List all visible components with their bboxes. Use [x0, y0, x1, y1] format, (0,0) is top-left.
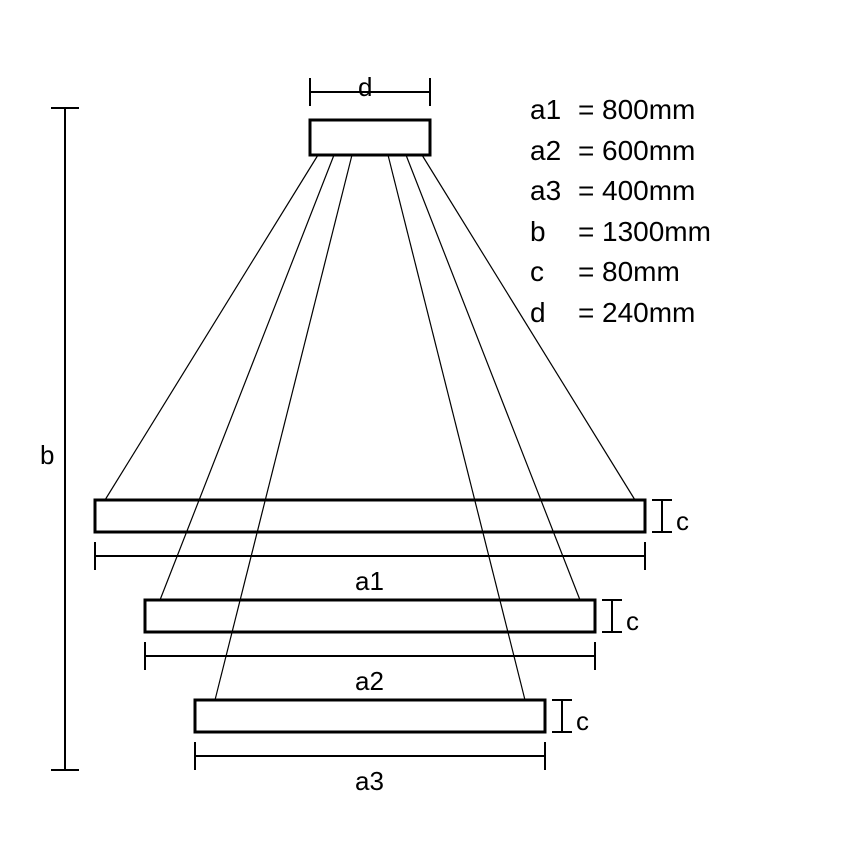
- label-a1: a1: [355, 566, 384, 597]
- legend-eq: =: [578, 90, 602, 131]
- diagram-svg: [0, 0, 868, 868]
- legend-row-d: d = 240mm: [530, 293, 711, 334]
- label-c-tier2: c: [626, 606, 639, 637]
- legend-row-a2: a2 = 600mm: [530, 131, 711, 172]
- legend-value: 600mm: [602, 131, 695, 172]
- diagram-canvas: a1 = 800mm a2 = 600mm a3 = 400mm b = 130…: [0, 0, 868, 868]
- legend-row-a1: a1 = 800mm: [530, 90, 711, 131]
- legend-eq: =: [578, 293, 602, 334]
- legend-key: a2: [530, 131, 578, 172]
- legend-value: 240mm: [602, 293, 695, 334]
- legend-key: a1: [530, 90, 578, 131]
- label-a2: a2: [355, 666, 384, 697]
- label-d: d: [358, 72, 372, 103]
- legend-row-c: c = 80mm: [530, 252, 711, 293]
- legend-key: d: [530, 293, 578, 334]
- legend-value: 800mm: [602, 90, 695, 131]
- legend-eq: =: [578, 131, 602, 172]
- label-b: b: [40, 440, 54, 471]
- legend-value: 80mm: [602, 252, 680, 293]
- label-c-tier1: c: [676, 506, 689, 537]
- legend-key: a3: [530, 171, 578, 212]
- legend-row-b: b = 1300mm: [530, 212, 711, 253]
- legend-key: c: [530, 252, 578, 293]
- label-c-tier3: c: [576, 706, 589, 737]
- legend-row-a3: a3 = 400mm: [530, 171, 711, 212]
- legend-key: b: [530, 212, 578, 253]
- legend-value: 400mm: [602, 171, 695, 212]
- legend-eq: =: [578, 212, 602, 253]
- legend-eq: =: [578, 252, 602, 293]
- legend-eq: =: [578, 171, 602, 212]
- dimension-legend: a1 = 800mm a2 = 600mm a3 = 400mm b = 130…: [530, 90, 711, 334]
- legend-value: 1300mm: [602, 212, 711, 253]
- label-a3: a3: [355, 766, 384, 797]
